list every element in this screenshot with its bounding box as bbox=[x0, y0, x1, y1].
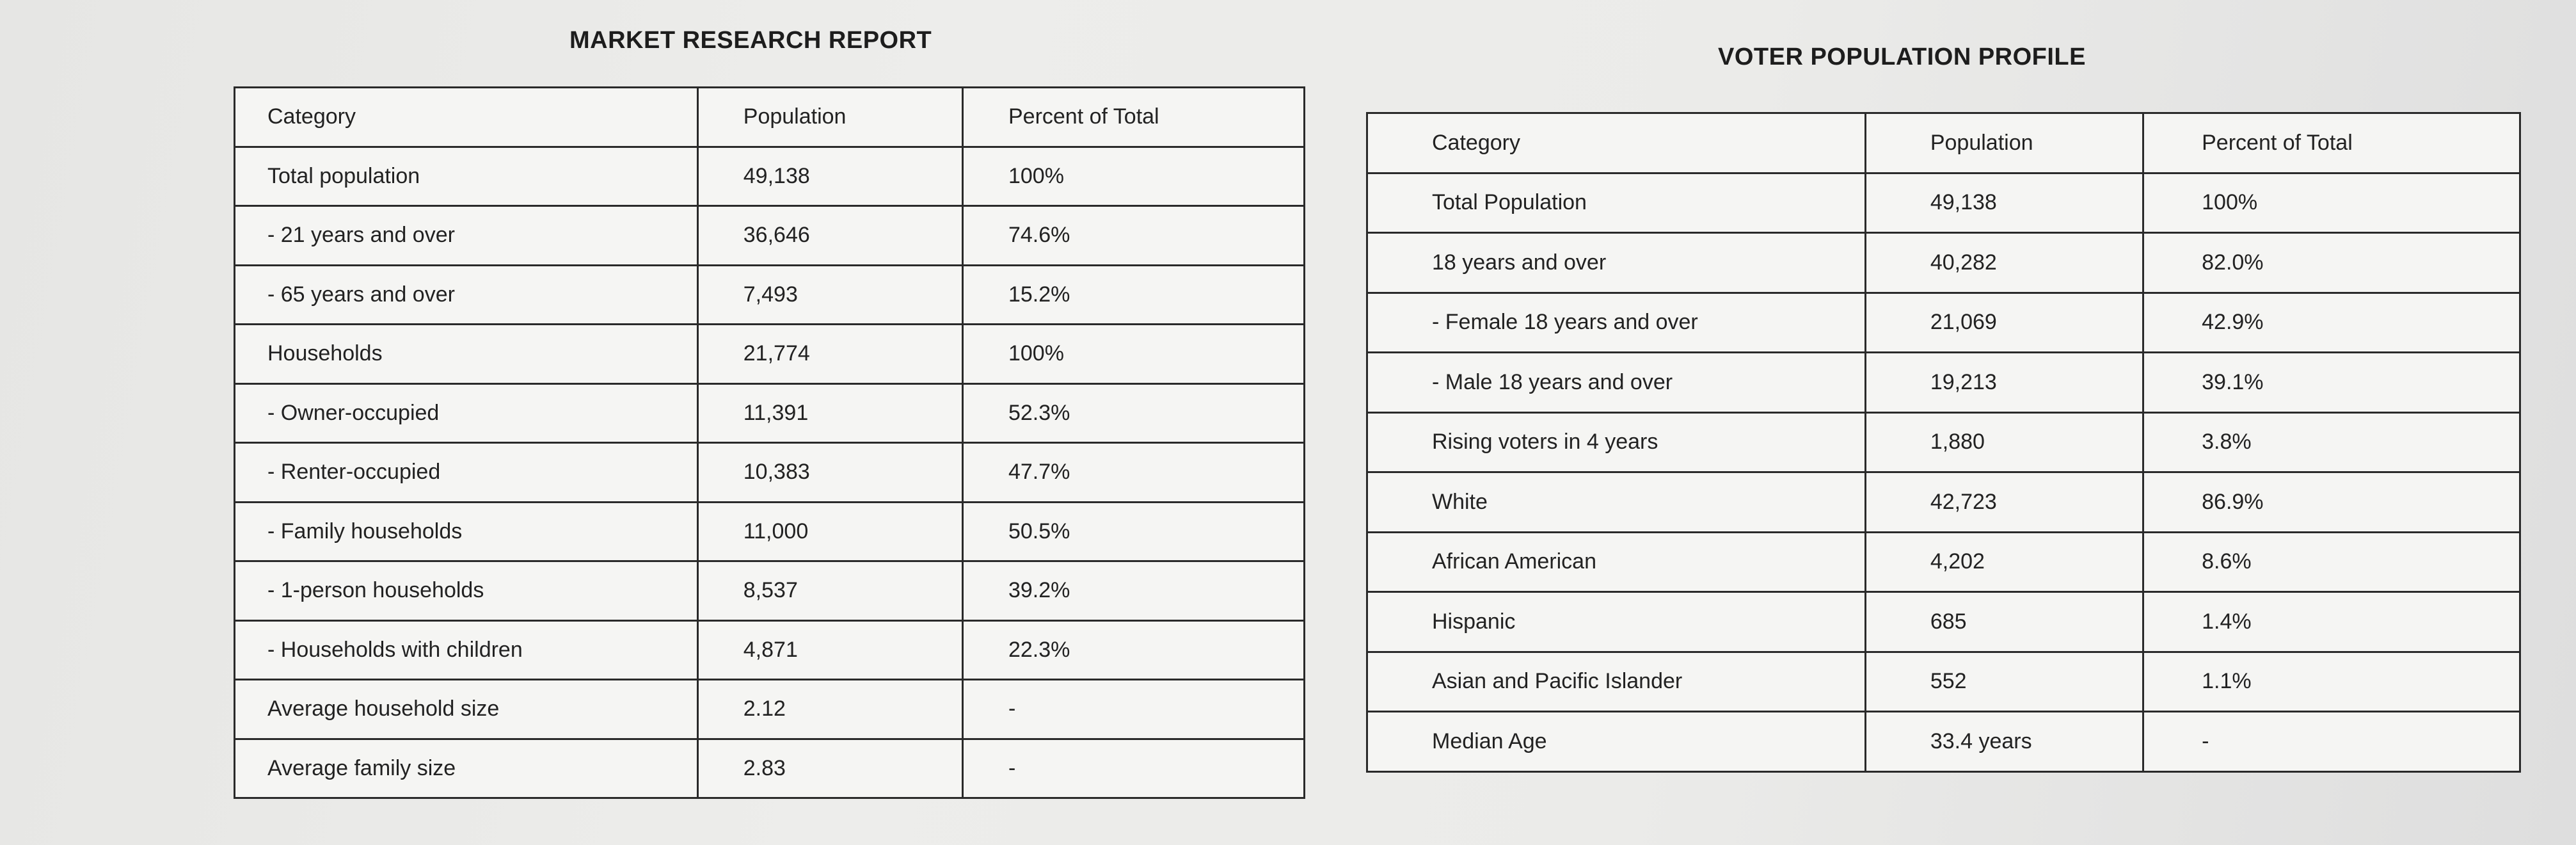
row-category: Asian and Pacific Islander bbox=[1366, 650, 1866, 712]
table-row: Hispanic 685 1.4% bbox=[1366, 591, 2521, 653]
table-row: Rising voters in 4 years 1,880 3.8% bbox=[1366, 411, 2521, 473]
row-population: 49,138 bbox=[696, 145, 964, 207]
table-row: - Households with children 4,871 22.3% bbox=[234, 619, 1306, 680]
row-population: 2.83 bbox=[696, 737, 964, 799]
table-row: African American 4,202 8.6% bbox=[1366, 531, 2521, 593]
row-percent: 42.9% bbox=[2142, 291, 2521, 353]
row-category: - 21 years and over bbox=[234, 205, 699, 266]
table-row: Average family size 2.83 - bbox=[234, 737, 1306, 799]
row-category: - Family households bbox=[234, 501, 699, 562]
row-category: Total Population bbox=[1366, 172, 1866, 234]
table-row: - Family households 11,000 50.5% bbox=[234, 501, 1306, 562]
row-category: Median Age bbox=[1366, 711, 1866, 773]
row-population: 36,646 bbox=[696, 205, 964, 266]
row-category: Hispanic bbox=[1366, 591, 1866, 653]
row-category: - Female 18 years and over bbox=[1366, 291, 1866, 353]
row-category: Total population bbox=[234, 145, 699, 207]
row-percent: 1.1% bbox=[2142, 650, 2521, 712]
row-percent: 15.2% bbox=[961, 264, 1306, 325]
row-percent: 39.2% bbox=[961, 560, 1306, 622]
table-row: Total Population 49,138 100% bbox=[1366, 172, 2521, 234]
row-category: Average family size bbox=[234, 737, 699, 799]
row-percent: - bbox=[961, 679, 1306, 740]
table-header-row: Category Population Percent of Total bbox=[1366, 112, 2521, 174]
table-row: Asian and Pacific Islander 552 1.1% bbox=[1366, 650, 2521, 712]
row-percent: 100% bbox=[2142, 172, 2521, 234]
header-population: Population bbox=[696, 86, 964, 148]
row-population: 1,880 bbox=[1864, 411, 2145, 473]
row-percent: 8.6% bbox=[2142, 531, 2521, 593]
row-population: 21,774 bbox=[696, 323, 964, 385]
row-population: 8,537 bbox=[696, 560, 964, 622]
voter-profile-title: VOTER POPULATION PROFILE bbox=[1718, 44, 2086, 70]
row-category: Average household size bbox=[234, 679, 699, 740]
table-row: - Female 18 years and over 21,069 42.9% bbox=[1366, 291, 2521, 353]
header-category: Category bbox=[234, 86, 699, 148]
table-row: - 1-person households 8,537 39.2% bbox=[234, 560, 1306, 622]
row-category: - 65 years and over bbox=[234, 264, 699, 325]
row-population: 4,202 bbox=[1864, 531, 2145, 593]
table-row: Households 21,774 100% bbox=[234, 323, 1306, 385]
row-category: White bbox=[1366, 471, 1866, 533]
row-percent: 52.3% bbox=[961, 382, 1306, 444]
row-population: 11,000 bbox=[696, 501, 964, 562]
row-category: Households bbox=[234, 323, 699, 385]
header-category: Category bbox=[1366, 112, 1866, 174]
table-row: Average household size 2.12 - bbox=[234, 679, 1306, 740]
row-category: African American bbox=[1366, 531, 1866, 593]
table-row: - Owner-occupied 11,391 52.3% bbox=[234, 382, 1306, 444]
row-category: - Male 18 years and over bbox=[1366, 351, 1866, 414]
market-research-table: Category Population Percent of Total Tot… bbox=[234, 86, 1306, 799]
row-population: 40,282 bbox=[1864, 232, 2145, 294]
row-category: Rising voters in 4 years bbox=[1366, 411, 1866, 473]
row-percent: 100% bbox=[961, 145, 1306, 207]
row-population: 10,383 bbox=[696, 442, 964, 503]
header-population: Population bbox=[1864, 112, 2145, 174]
row-category: - 1-person households bbox=[234, 560, 699, 622]
table-row: - 21 years and over 36,646 74.6% bbox=[234, 205, 1306, 266]
row-percent: - bbox=[961, 737, 1306, 799]
row-percent: 3.8% bbox=[2142, 411, 2521, 473]
table-row: 18 years and over 40,282 82.0% bbox=[1366, 232, 2521, 294]
row-population: 685 bbox=[1864, 591, 2145, 653]
table-row: - 65 years and over 7,493 15.2% bbox=[234, 264, 1306, 325]
row-percent: 50.5% bbox=[961, 501, 1306, 562]
row-percent: 100% bbox=[961, 323, 1306, 385]
row-percent: - bbox=[2142, 711, 2521, 773]
table-row: White 42,723 86.9% bbox=[1366, 471, 2521, 533]
row-population: 552 bbox=[1864, 650, 2145, 712]
row-category: - Owner-occupied bbox=[234, 382, 699, 444]
table-header-row: Category Population Percent of Total bbox=[234, 86, 1306, 148]
row-population: 11,391 bbox=[696, 382, 964, 444]
row-population: 2.12 bbox=[696, 679, 964, 740]
row-population: 49,138 bbox=[1864, 172, 2145, 234]
row-percent: 86.9% bbox=[2142, 471, 2521, 533]
row-percent: 1.4% bbox=[2142, 591, 2521, 653]
table-row: Total population 49,138 100% bbox=[234, 145, 1306, 207]
row-population: 7,493 bbox=[696, 264, 964, 325]
header-percent: Percent of Total bbox=[961, 86, 1306, 148]
row-percent: 47.7% bbox=[961, 442, 1306, 503]
row-population: 21,069 bbox=[1864, 291, 2145, 353]
row-population: 33.4 years bbox=[1864, 711, 2145, 773]
row-category: 18 years and over bbox=[1366, 232, 1866, 294]
row-percent: 74.6% bbox=[961, 205, 1306, 266]
row-category: - Renter-occupied bbox=[234, 442, 699, 503]
row-population: 4,871 bbox=[696, 619, 964, 680]
row-population: 19,213 bbox=[1864, 351, 2145, 414]
table-row: - Renter-occupied 10,383 47.7% bbox=[234, 442, 1306, 503]
table-row: - Male 18 years and over 19,213 39.1% bbox=[1366, 351, 2521, 414]
voter-population-table: Category Population Percent of Total Tot… bbox=[1366, 112, 2521, 773]
header-percent: Percent of Total bbox=[2142, 112, 2521, 174]
market-report-title: MARKET RESEARCH REPORT bbox=[569, 27, 932, 54]
row-percent: 82.0% bbox=[2142, 232, 2521, 294]
row-category: - Households with children bbox=[234, 619, 699, 680]
table-row: Median Age 33.4 years - bbox=[1366, 711, 2521, 773]
row-percent: 22.3% bbox=[961, 619, 1306, 680]
row-population: 42,723 bbox=[1864, 471, 2145, 533]
row-percent: 39.1% bbox=[2142, 351, 2521, 414]
